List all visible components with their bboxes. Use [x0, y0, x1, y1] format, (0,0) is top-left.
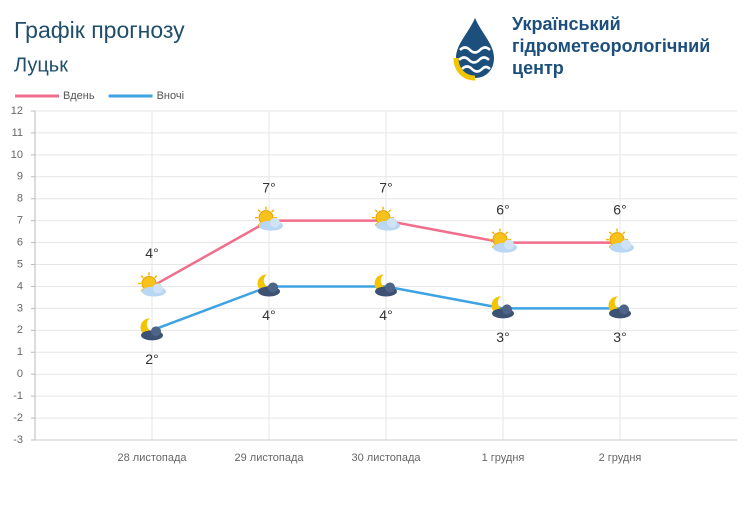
y-tick-label: 8	[17, 193, 23, 205]
value-label: 2°	[145, 351, 158, 367]
org-name: центр	[512, 58, 564, 78]
y-tick-label: 10	[11, 149, 23, 161]
x-tick-label: 2 грудня	[599, 452, 642, 464]
y-tick-label: 2	[17, 324, 23, 336]
sun-ray	[388, 209, 392, 213]
logo-icon	[453, 18, 494, 81]
sun-ray	[491, 244, 495, 248]
value-label: 3°	[613, 329, 626, 345]
value-label: 6°	[496, 201, 509, 217]
y-tick-label: 0	[17, 368, 23, 380]
day-weather-icon	[606, 228, 634, 253]
day-weather-icon	[489, 228, 517, 253]
org-name: гідрометеорологічний	[512, 36, 710, 56]
x-tick-label: 29 листопада	[235, 452, 305, 464]
x-tick-label: 1 грудня	[482, 452, 525, 464]
sun-ray	[505, 231, 509, 235]
sun-ray	[608, 244, 612, 248]
y-tick-label: 5	[17, 258, 23, 270]
x-tick-label: 28 листопада	[118, 452, 188, 464]
sun-ray	[608, 231, 612, 235]
y-tick-label: 1	[17, 346, 23, 358]
legend-label: Вдень	[63, 90, 95, 102]
cloud	[619, 304, 629, 315]
y-tick-label: 9	[17, 171, 23, 183]
cloud	[621, 239, 631, 250]
value-label: 7°	[379, 179, 392, 195]
cloud	[504, 239, 514, 250]
day-weather-icon	[255, 206, 283, 231]
sun-ray	[271, 209, 275, 213]
value-label: 4°	[145, 245, 158, 261]
sun-ray	[622, 231, 626, 235]
night-weather-icon	[608, 296, 631, 319]
legend-label: Вночі	[157, 90, 184, 102]
day-weather-icon	[138, 272, 166, 297]
cloud	[151, 326, 161, 337]
y-tick-label: -2	[13, 412, 23, 424]
cloud	[270, 217, 280, 228]
value-label: 4°	[379, 307, 392, 323]
night-weather-icon	[140, 318, 163, 341]
cloud	[153, 283, 163, 294]
y-tick-label: 4	[17, 280, 23, 292]
y-tick-label: 3	[17, 302, 23, 314]
y-tick-label: -3	[13, 434, 23, 446]
sun-ray	[374, 209, 378, 213]
y-tick-label: 12	[11, 105, 23, 117]
page-title: Графік прогнозу	[14, 17, 185, 43]
y-tick-label: 7	[17, 215, 23, 227]
city-name: Луцьк	[14, 54, 68, 76]
y-tick-label: 6	[17, 237, 23, 249]
night-weather-icon	[257, 274, 280, 297]
day-weather-icon	[372, 206, 400, 231]
y-tick-label: -1	[13, 390, 23, 402]
sun-ray	[257, 222, 261, 226]
cloud	[387, 217, 397, 228]
sun-ray	[257, 209, 261, 213]
night-weather-icon	[491, 296, 514, 319]
sun-ray	[140, 288, 144, 292]
night-weather-icon	[374, 274, 397, 297]
cloud	[502, 304, 512, 315]
value-label: 7°	[262, 179, 275, 195]
value-label: 4°	[262, 307, 275, 323]
cloud	[385, 282, 395, 293]
cloud	[268, 282, 278, 293]
y-tick-label: 11	[12, 127, 23, 139]
sun-ray	[154, 275, 158, 279]
org-name: Український	[512, 14, 621, 34]
value-label: 3°	[496, 329, 509, 345]
sun-ray	[140, 275, 144, 279]
x-tick-label: 30 листопада	[352, 452, 422, 464]
sun-ray	[491, 231, 495, 235]
sun-ray	[374, 222, 378, 226]
value-label: 6°	[613, 201, 626, 217]
